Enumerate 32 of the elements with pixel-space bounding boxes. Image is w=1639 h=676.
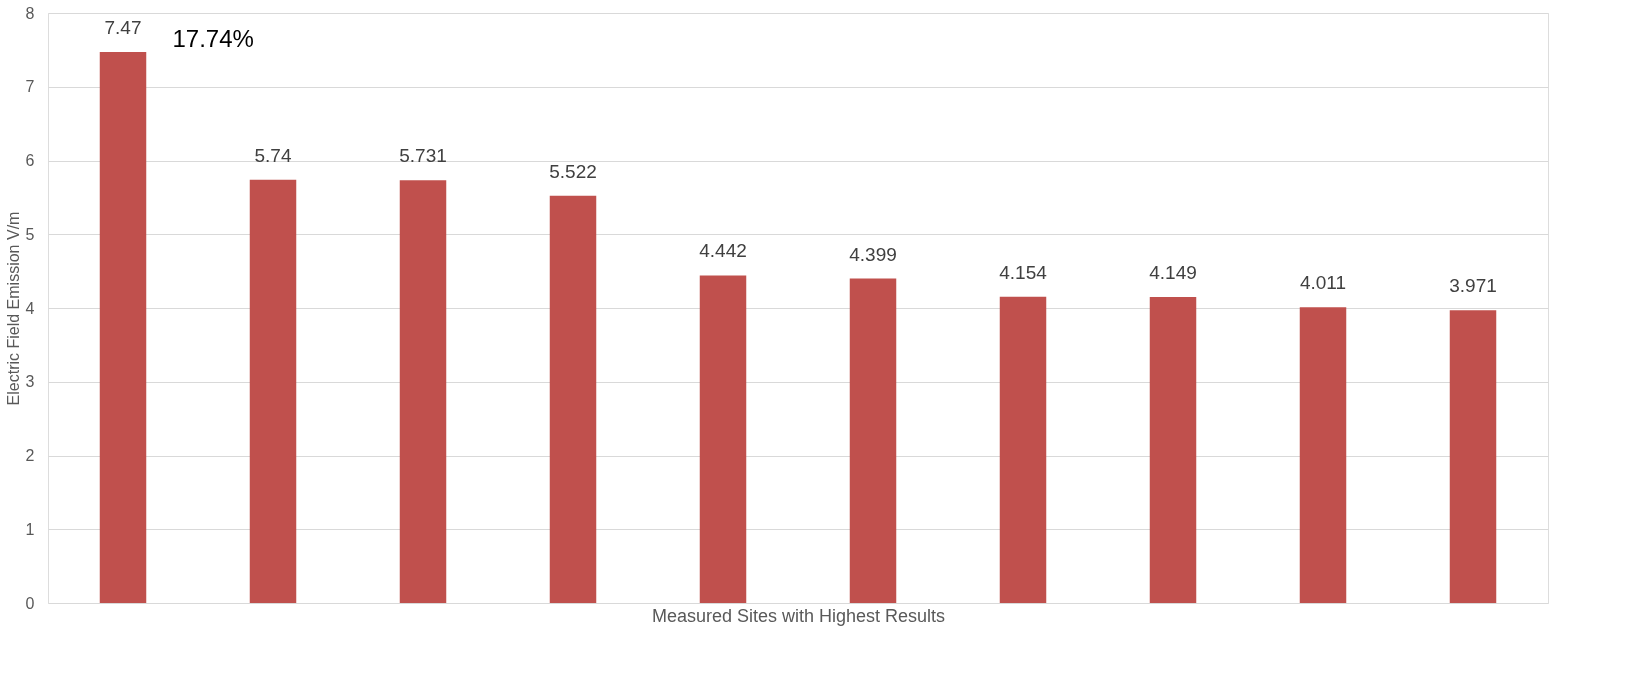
data-label: 3.971 (1449, 275, 1497, 297)
y-tick-label: 1 (25, 520, 35, 538)
x-axis-title: Measured Sites with Highest Results (651, 605, 946, 626)
y-tick-label: 8 (25, 4, 35, 22)
data-label: 4.011 (1299, 272, 1347, 294)
bar (399, 180, 447, 603)
data-label: 4.399 (849, 243, 897, 265)
y-tick-label: 2 (25, 447, 35, 464)
data-label: 4.442 (699, 240, 747, 262)
data-label: 5.74 (254, 144, 292, 166)
bar (699, 275, 747, 603)
data-label: 7.47 (104, 17, 142, 39)
data-label: 4.154 (999, 261, 1048, 283)
y-axis-title: Electric Field Emission V/m (4, 211, 22, 406)
bar (1149, 297, 1197, 603)
bar (549, 195, 597, 603)
bar (849, 278, 897, 603)
bar (999, 296, 1047, 603)
y-tick-label: 4 (25, 299, 35, 317)
bar (1299, 307, 1347, 603)
y-tick-label: 3 (25, 373, 35, 391)
bar (249, 179, 297, 603)
bar (1449, 310, 1497, 603)
y-tick-label: 5 (25, 225, 35, 243)
bar (99, 52, 147, 603)
y-tick-label: 7 (25, 78, 35, 96)
data-label: 4.149 (1149, 262, 1197, 284)
data-label: 5.731 (399, 145, 447, 167)
y-tick-label: 6 (25, 152, 35, 169)
y-tick-label: 0 (25, 594, 35, 612)
annotation: 17.74% (172, 25, 254, 53)
data-label: 5.522 (549, 160, 597, 182)
